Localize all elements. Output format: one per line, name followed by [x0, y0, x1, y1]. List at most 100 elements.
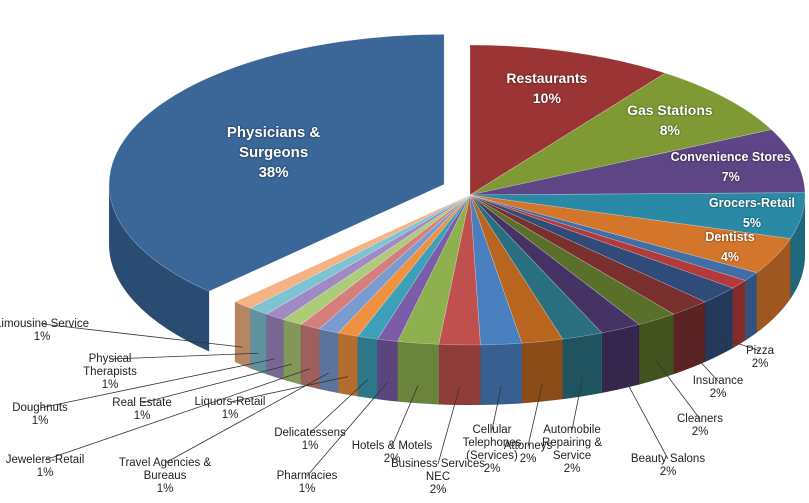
slice-percent: 2%	[429, 484, 447, 496]
slice-percent: 38%	[258, 164, 289, 182]
leader-line	[437, 386, 460, 465]
slice-percent: 2%	[709, 388, 727, 400]
slice	[469, 194, 758, 281]
slice-side-shade	[338, 332, 358, 397]
slice-percent: 8%	[659, 121, 680, 138]
slice	[469, 194, 675, 325]
slice-percent: 5%	[742, 215, 761, 230]
slice	[469, 194, 792, 274]
slice-percent: 1%	[133, 410, 151, 422]
slice-side-shade	[732, 280, 746, 349]
slice	[469, 44, 666, 196]
slice-percent: 10%	[532, 89, 561, 106]
slice-name: Travel Agencies & Bureaus	[118, 457, 212, 482]
slice-percent: 7%	[721, 170, 740, 185]
slice-name: Real Estate	[112, 397, 172, 409]
inner-label: Restaurants 10%	[452, 68, 642, 108]
slice	[397, 194, 471, 345]
slice	[357, 194, 471, 340]
slice	[438, 194, 481, 346]
slice-name: Cellular Telephones (Services)	[462, 424, 522, 462]
slice-side-shade	[283, 319, 301, 385]
slice	[376, 194, 471, 342]
outer-label: Hotels & Motels 2%	[344, 440, 440, 466]
slice-side-shade	[480, 343, 522, 405]
outer-label: Travel Agencies & Bureaus 1%	[117, 457, 213, 496]
slice-name: Insurance	[692, 375, 744, 387]
slice-side-shade	[234, 301, 251, 369]
outer-label: Limousine Service 1%	[0, 318, 90, 344]
slice-side-shade	[266, 314, 284, 380]
outer-label: Real Estate 1%	[94, 397, 190, 423]
slice	[282, 194, 471, 325]
slice	[469, 129, 806, 196]
slice-name: Physical Therapists	[83, 353, 137, 378]
slice-percent: 2%	[751, 358, 769, 370]
leader-line	[109, 352, 259, 360]
slice-percent: 1%	[298, 483, 316, 495]
slice-name: Grocers-Retail	[708, 195, 796, 210]
leader-line	[306, 382, 388, 477]
inner-label: Grocers-Retail 5%	[657, 193, 809, 233]
slice	[300, 194, 471, 330]
leader-line	[719, 336, 761, 352]
slice-side-shade	[438, 344, 481, 405]
inner-label: Convenience Stores 7%	[636, 147, 809, 187]
outer-label: Beauty Salons 2%	[620, 453, 716, 479]
slice-name: Cleaners	[676, 413, 724, 425]
slice	[469, 194, 706, 315]
slice-name: Automobile Repairing & Service	[541, 424, 603, 462]
outer-label: Automobile Repairing & Service 2%	[524, 424, 620, 476]
slice-name: Hotels & Motels	[351, 440, 433, 452]
slice	[469, 194, 603, 340]
slice	[469, 194, 564, 344]
inner-label: Dentists 4%	[635, 227, 809, 267]
slice-percent: 4%	[720, 249, 740, 264]
slice-percent: 2%	[659, 466, 677, 478]
slice	[265, 194, 471, 320]
slice-side-shade	[639, 314, 674, 385]
leader-line	[164, 372, 329, 464]
outer-label: Cellular Telephones (Services) 2%	[444, 424, 540, 476]
slice-percent: 1%	[221, 409, 239, 421]
slice-name: Pharmacies	[276, 470, 338, 482]
leader-line	[141, 363, 293, 404]
slice-side-shade	[397, 341, 439, 405]
slice-side-shade	[790, 195, 805, 299]
leader-line	[309, 379, 368, 434]
slice-name: Business Services NEC	[391, 458, 485, 483]
slice-percent: 2%	[483, 463, 501, 475]
leader-line	[39, 358, 275, 409]
outer-label: Cleaners 2%	[652, 413, 748, 439]
slice-side-shade	[673, 301, 706, 375]
slice-percent: 1%	[301, 440, 319, 452]
slice-side-shade	[705, 288, 733, 362]
outer-label: Business Services NEC 2%	[390, 458, 486, 497]
slice-side-shade	[745, 272, 757, 341]
outer-label: Physical Therapists 1%	[62, 353, 158, 392]
slice-side-shade	[357, 336, 378, 400]
leader-line	[491, 386, 502, 431]
slice-side-shade	[319, 328, 339, 393]
slice-side-shade	[521, 339, 563, 404]
leader-line	[656, 361, 701, 420]
slice	[469, 192, 806, 240]
slice-name: Gas Stations	[627, 101, 713, 118]
slice-percent: 1%	[36, 467, 54, 479]
slice-name: Doughnuts	[12, 402, 68, 414]
slice-percent: 2%	[691, 426, 709, 438]
outer-label: Insurance 2%	[670, 375, 766, 401]
leader-line	[620, 370, 669, 460]
slice-side-shade	[601, 324, 640, 393]
outer-label: Liquors-Retail 1%	[182, 396, 278, 422]
slice	[318, 194, 471, 334]
leader-line	[229, 376, 348, 403]
slice-name: Dentists	[705, 229, 755, 244]
slice-percent: 2%	[383, 453, 401, 465]
leader-line	[44, 368, 311, 461]
slice-percent: 2%	[563, 463, 581, 475]
slice-name: Jewelers-Retail	[5, 454, 85, 466]
